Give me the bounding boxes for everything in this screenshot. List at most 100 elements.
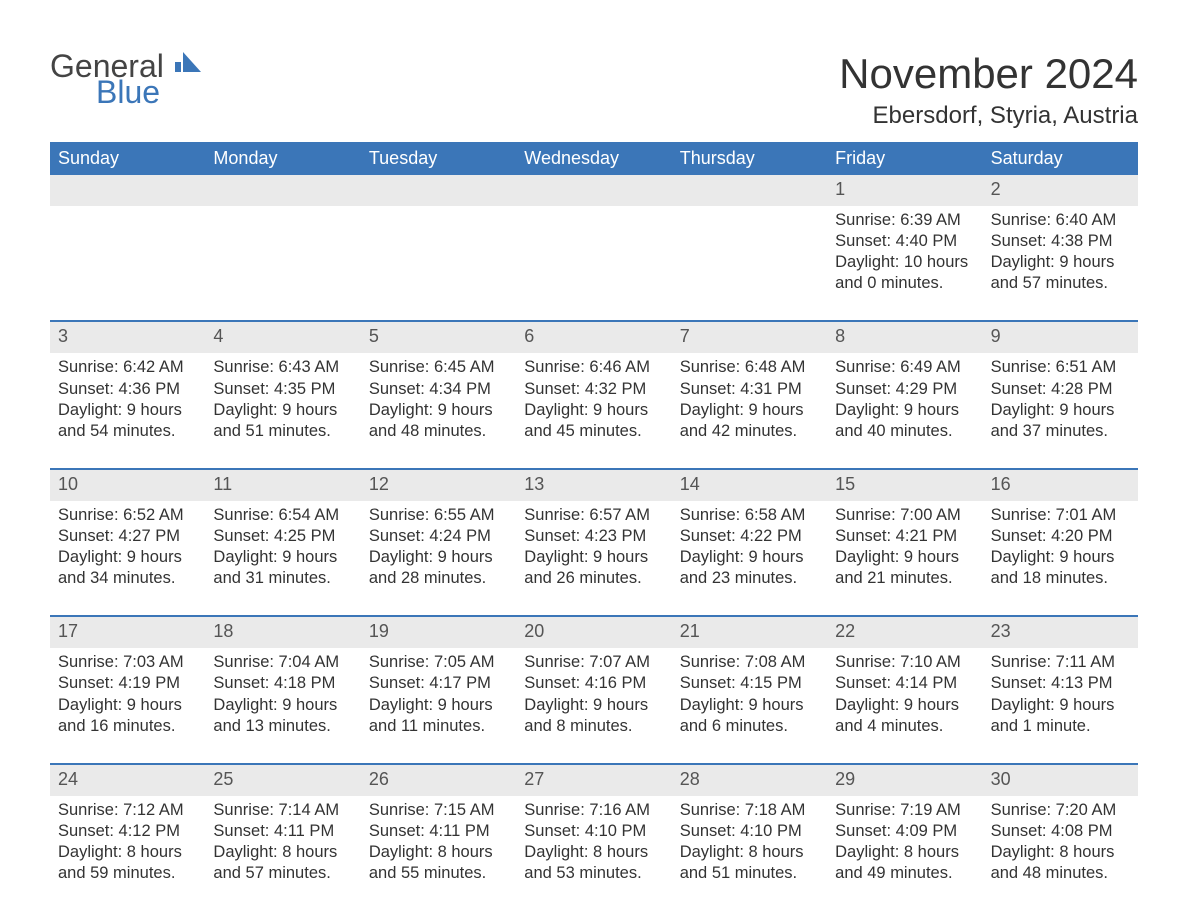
sunset-text: Sunset: 4:24 PM — [369, 526, 508, 547]
daylight-line2: and 48 minutes. — [369, 421, 508, 442]
sunset-text: Sunset: 4:11 PM — [369, 821, 508, 842]
day-data: Sunrise: 7:10 AMSunset: 4:14 PMDaylight:… — [827, 648, 982, 740]
sunset-text: Sunset: 4:36 PM — [58, 379, 197, 400]
logo: General Blue — [50, 50, 203, 108]
daylight-line2: and 45 minutes. — [524, 421, 663, 442]
sunset-text: Sunset: 4:35 PM — [213, 379, 352, 400]
day-number: 16 — [983, 470, 1138, 501]
daylight-line1: Daylight: 8 hours — [58, 842, 197, 863]
sunrise-text: Sunrise: 6:58 AM — [680, 505, 819, 526]
sunrise-text: Sunrise: 6:43 AM — [213, 357, 352, 378]
daylight-line2: and 49 minutes. — [835, 863, 974, 884]
daylight-line1: Daylight: 8 hours — [835, 842, 974, 863]
sunset-text: Sunset: 4:34 PM — [369, 379, 508, 400]
sunrise-text: Sunrise: 6:55 AM — [369, 505, 508, 526]
day-data: Sunrise: 6:58 AMSunset: 4:22 PMDaylight:… — [672, 501, 827, 593]
day-number: 13 — [516, 470, 671, 501]
sunrise-text: Sunrise: 7:14 AM — [213, 800, 352, 821]
daylight-line1: Daylight: 9 hours — [524, 695, 663, 716]
daylight-line2: and 59 minutes. — [58, 863, 197, 884]
day-data — [516, 206, 671, 290]
daylight-line1: Daylight: 9 hours — [213, 400, 352, 421]
day-number: 11 — [205, 470, 360, 501]
day-data: Sunrise: 7:12 AMSunset: 4:12 PMDaylight:… — [50, 796, 205, 888]
day-data: Sunrise: 7:16 AMSunset: 4:10 PMDaylight:… — [516, 796, 671, 888]
daylight-line2: and 51 minutes. — [213, 421, 352, 442]
calendar-week: 3Sunrise: 6:42 AMSunset: 4:36 PMDaylight… — [50, 320, 1138, 445]
calendar-cell: 11Sunrise: 6:54 AMSunset: 4:25 PMDayligh… — [205, 470, 360, 593]
calendar-cell: 8Sunrise: 6:49 AMSunset: 4:29 PMDaylight… — [827, 322, 982, 445]
daylight-line2: and 8 minutes. — [524, 716, 663, 737]
daylight-line1: Daylight: 9 hours — [835, 400, 974, 421]
calendar-cell: 30Sunrise: 7:20 AMSunset: 4:08 PMDayligh… — [983, 765, 1138, 888]
sunset-text: Sunset: 4:19 PM — [58, 673, 197, 694]
daylight-line2: and 21 minutes. — [835, 568, 974, 589]
day-number: 7 — [672, 322, 827, 353]
sunrise-text: Sunrise: 7:00 AM — [835, 505, 974, 526]
day-header-wed: Wednesday — [516, 142, 671, 175]
calendar-cell: 25Sunrise: 7:14 AMSunset: 4:11 PMDayligh… — [205, 765, 360, 888]
day-data — [50, 206, 205, 290]
day-data: Sunrise: 6:40 AMSunset: 4:38 PMDaylight:… — [983, 206, 1138, 298]
sunrise-text: Sunrise: 7:16 AM — [524, 800, 663, 821]
sunset-text: Sunset: 4:25 PM — [213, 526, 352, 547]
sunrise-text: Sunrise: 6:40 AM — [991, 210, 1130, 231]
calendar-cell: 15Sunrise: 7:00 AMSunset: 4:21 PMDayligh… — [827, 470, 982, 593]
day-number: 17 — [50, 617, 205, 648]
calendar-cell: 27Sunrise: 7:16 AMSunset: 4:10 PMDayligh… — [516, 765, 671, 888]
daylight-line2: and 53 minutes. — [524, 863, 663, 884]
daylight-line1: Daylight: 9 hours — [369, 400, 508, 421]
day-number: 12 — [361, 470, 516, 501]
daylight-line2: and 54 minutes. — [58, 421, 197, 442]
daylight-line1: Daylight: 9 hours — [835, 695, 974, 716]
calendar-cell — [205, 175, 360, 298]
day-number — [205, 175, 360, 206]
sunset-text: Sunset: 4:10 PM — [524, 821, 663, 842]
sunset-text: Sunset: 4:16 PM — [524, 673, 663, 694]
calendar-cell: 3Sunrise: 6:42 AMSunset: 4:36 PMDaylight… — [50, 322, 205, 445]
sunset-text: Sunset: 4:14 PM — [835, 673, 974, 694]
calendar-cell — [361, 175, 516, 298]
day-data: Sunrise: 7:05 AMSunset: 4:17 PMDaylight:… — [361, 648, 516, 740]
daylight-line2: and 37 minutes. — [991, 421, 1130, 442]
day-data: Sunrise: 6:57 AMSunset: 4:23 PMDaylight:… — [516, 501, 671, 593]
day-number: 6 — [516, 322, 671, 353]
sunrise-text: Sunrise: 7:15 AM — [369, 800, 508, 821]
day-data: Sunrise: 7:08 AMSunset: 4:15 PMDaylight:… — [672, 648, 827, 740]
daylight-line1: Daylight: 9 hours — [680, 695, 819, 716]
sunset-text: Sunset: 4:15 PM — [680, 673, 819, 694]
daylight-line2: and 6 minutes. — [680, 716, 819, 737]
daylight-line1: Daylight: 8 hours — [369, 842, 508, 863]
title-block: November 2024 Ebersdorf, Styria, Austria — [839, 50, 1138, 130]
day-number — [672, 175, 827, 206]
sunset-text: Sunset: 4:38 PM — [991, 231, 1130, 252]
daylight-line1: Daylight: 9 hours — [991, 400, 1130, 421]
day-data: Sunrise: 6:52 AMSunset: 4:27 PMDaylight:… — [50, 501, 205, 593]
day-number: 5 — [361, 322, 516, 353]
day-number: 14 — [672, 470, 827, 501]
sunset-text: Sunset: 4:32 PM — [524, 379, 663, 400]
day-data: Sunrise: 6:54 AMSunset: 4:25 PMDaylight:… — [205, 501, 360, 593]
day-number: 19 — [361, 617, 516, 648]
day-data: Sunrise: 6:48 AMSunset: 4:31 PMDaylight:… — [672, 353, 827, 445]
day-number: 25 — [205, 765, 360, 796]
sunset-text: Sunset: 4:28 PM — [991, 379, 1130, 400]
day-header-thu: Thursday — [672, 142, 827, 175]
sunrise-text: Sunrise: 7:10 AM — [835, 652, 974, 673]
day-data: Sunrise: 7:01 AMSunset: 4:20 PMDaylight:… — [983, 501, 1138, 593]
day-number: 20 — [516, 617, 671, 648]
day-data: Sunrise: 7:00 AMSunset: 4:21 PMDaylight:… — [827, 501, 982, 593]
daylight-line1: Daylight: 9 hours — [524, 400, 663, 421]
day-data: Sunrise: 7:20 AMSunset: 4:08 PMDaylight:… — [983, 796, 1138, 888]
day-number: 21 — [672, 617, 827, 648]
day-data: Sunrise: 6:49 AMSunset: 4:29 PMDaylight:… — [827, 353, 982, 445]
calendar-cell: 28Sunrise: 7:18 AMSunset: 4:10 PMDayligh… — [672, 765, 827, 888]
day-number: 23 — [983, 617, 1138, 648]
daylight-line1: Daylight: 9 hours — [369, 695, 508, 716]
daylight-line2: and 18 minutes. — [991, 568, 1130, 589]
calendar-cell: 12Sunrise: 6:55 AMSunset: 4:24 PMDayligh… — [361, 470, 516, 593]
sunrise-text: Sunrise: 7:04 AM — [213, 652, 352, 673]
sunrise-text: Sunrise: 6:45 AM — [369, 357, 508, 378]
sunset-text: Sunset: 4:27 PM — [58, 526, 197, 547]
daylight-line1: Daylight: 10 hours — [835, 252, 974, 273]
